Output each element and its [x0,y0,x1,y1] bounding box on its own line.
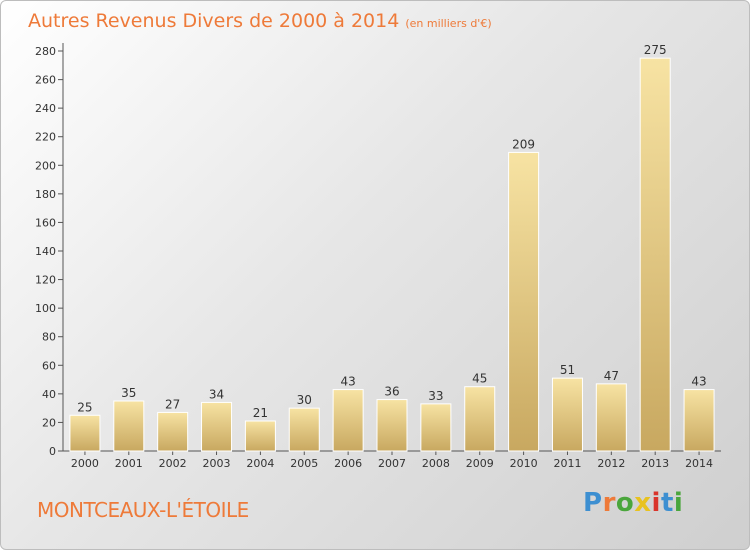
x-tick-label: 2005 [290,457,318,470]
y-tick-label: 240 [35,102,56,115]
x-tick-label: 2006 [334,457,362,470]
data-label: 21 [253,406,268,420]
x-tick-label: 2012 [597,457,625,470]
data-label: 36 [384,385,399,399]
bars: 25 35 27 34 21 30 43 36 33 45 209 51 47 275 43 [69,43,715,452]
logo-letter: r [602,488,616,518]
x-tick-label: 2002 [159,457,187,470]
bar [244,420,276,452]
x-tick-label: 2007 [378,457,406,470]
x-tick-label: 2010 [510,457,538,470]
bar [464,386,496,452]
x-tick-label: 2013 [641,457,669,470]
y-tick-label: 180 [35,188,56,201]
logo-letter: P [583,488,603,518]
logo-letter: x [634,488,652,518]
bar [69,414,101,452]
commune-name: MONTCEAUX-L'ÉTOILE [37,498,249,522]
data-label: 34 [209,387,224,401]
logo-letter: t [660,488,674,518]
proxiti-logo: Proxiti [583,488,683,518]
logo-letter: o [615,488,635,518]
data-label: 35 [121,386,136,400]
bar [595,383,627,452]
data-label: 51 [560,363,575,377]
y-tick-label: 40 [42,388,56,401]
bar [113,400,145,452]
chart-title-text: Autres Revenus Divers de 2000 à 2014 [28,10,400,32]
bar [376,399,408,452]
y-tick-label: 220 [35,131,56,144]
y-tick-label: 100 [35,302,56,315]
bar [201,401,233,452]
x-tick-label: 2011 [553,457,581,470]
y-tick-label: 20 [42,416,56,429]
chart-title: Autres Revenus Divers de 2000 à 2014 (en … [28,10,492,32]
y-tick-label: 260 [35,74,56,87]
data-label: 45 [472,372,487,386]
data-label: 43 [340,375,355,389]
bar [288,407,320,452]
bar [420,403,452,452]
data-label: 43 [691,375,706,389]
y-tick-label: 160 [35,216,56,229]
data-label: 33 [428,389,443,403]
data-label: 47 [604,369,619,383]
data-label: 27 [165,397,180,411]
bar [508,151,540,452]
y-axis: 0 20 40 60 80 100 120 140 160 180 200 220 240 260 280 [35,43,64,458]
chart-subtitle: (en milliers d'€) [405,17,492,30]
x-tick-label: 2014 [685,457,713,470]
data-label: 209 [512,137,535,151]
y-tick-label: 60 [42,359,56,372]
y-tick-label: 120 [35,274,56,287]
x-tick-label: 2001 [115,457,143,470]
y-tick-label: 280 [35,45,56,58]
x-tick-label: 2003 [203,457,231,470]
logo-letter: i [673,488,684,518]
logo-letter: i [651,488,661,518]
y-tick-label: 140 [35,245,56,258]
data-label: 275 [644,43,667,57]
bar [683,389,715,452]
x-tick-label: 2000 [71,457,99,470]
bar [639,57,671,452]
bar [332,389,364,452]
y-tick-label: 200 [35,159,56,172]
data-label: 25 [77,400,92,414]
data-label: 30 [297,393,312,407]
x-tick-label: 2004 [246,457,274,470]
bar [157,411,189,452]
y-tick-label: 0 [49,445,56,458]
x-axis: 2000 2001 2002 2003 2004 2005 2006 2007 2008 2009… [63,450,721,470]
x-tick-label: 2008 [422,457,450,470]
x-tick-label: 2009 [466,457,494,470]
bar [551,377,583,452]
y-tick-label: 80 [42,331,56,344]
